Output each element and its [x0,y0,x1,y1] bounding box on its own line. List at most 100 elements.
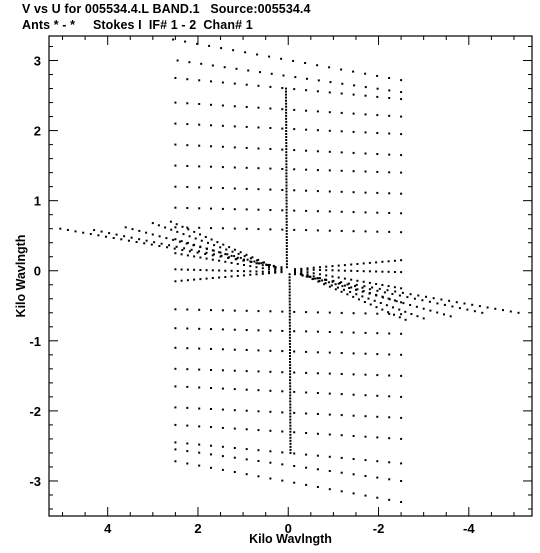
uv-point [305,371,308,374]
uv-point [328,229,331,232]
uv-point [198,464,201,467]
uv-point [268,266,270,268]
uv-point [198,250,200,253]
uv-point [356,279,359,282]
uv-point [285,87,287,90]
uv-point [328,190,331,193]
uv-point [415,305,418,308]
uv-point [316,468,319,471]
uv-point [388,461,391,464]
uv-point [233,248,236,251]
uv-point [210,466,212,469]
uv-point [381,284,384,286]
uv-point [340,373,343,375]
uv-point [356,270,359,272]
uv-point [243,270,245,273]
uv-point [293,371,296,374]
uv-point [376,394,379,397]
uv-point [285,248,288,251]
uv-point [416,315,419,318]
uv-point [352,170,355,173]
uv-point [245,473,248,476]
uv-point [257,389,260,392]
uv-point [288,318,291,321]
uv-point [376,460,379,463]
uv-point [210,207,212,210]
uv-point [231,250,234,253]
uv-point [256,259,258,262]
uv-point [394,290,397,293]
uv-point [257,208,260,211]
uv-point [387,285,390,288]
uv-point [288,303,291,306]
uv-point [270,72,273,75]
uv-point [186,102,189,105]
uv-point [186,347,189,350]
uv-point [261,270,264,273]
uv-point [285,99,287,102]
uv-point [175,245,178,248]
uv-point [218,269,221,272]
uv-point [306,267,309,270]
uv-point [281,228,284,231]
uv-point [170,228,173,231]
uv-point [376,332,379,335]
uv-point [328,91,331,94]
uv-point [243,255,246,258]
uv-point [340,290,343,293]
uv-point [307,275,310,278]
uv-point [340,190,343,193]
uv-point [368,292,371,294]
uv-point [186,144,189,147]
uv-point [288,339,291,342]
uv-point [269,85,272,88]
uv-point [289,355,291,357]
uv-point [358,298,360,301]
uv-point [288,306,291,309]
uv-point [165,237,168,240]
uv-point [285,202,288,205]
uv-point [289,370,292,373]
uv-point [329,81,332,84]
uv-point [245,146,248,149]
uv-point [316,372,319,375]
uv-point [337,282,340,285]
uv-point [285,266,288,269]
uv-point [221,387,224,390]
uv-point [364,152,367,155]
uv-point [355,293,358,296]
uv-point [517,311,520,314]
uv-point [289,427,292,430]
uv-point [199,269,202,271]
uv-point [221,445,224,448]
y-tick-label: 0 [34,264,41,279]
uv-point [400,133,403,136]
uv-point [174,238,177,241]
uv-point [256,53,259,56]
uv-point [168,244,171,247]
uv-point [323,283,326,286]
uv-point [293,108,296,111]
uv-point [364,131,367,134]
uv-point [340,456,343,459]
uv-point [352,312,355,315]
uv-point [289,400,292,403]
uv-point [337,264,340,267]
uv-point [249,260,252,263]
uv-point [269,477,272,480]
uv-point [269,148,272,150]
uv-point [288,309,291,312]
uv-point [319,266,321,269]
uv-point [245,166,248,169]
uv-point [376,153,379,155]
uv-point [180,268,183,271]
uv-point [285,239,288,241]
uv-point [174,77,177,79]
uv-point [211,269,214,272]
uv-point [400,91,403,94]
uv-point [223,66,226,69]
y-tick-label: 3 [34,54,41,69]
uv-point [138,238,141,241]
uv-point [120,238,123,241]
uv-point [364,435,367,438]
